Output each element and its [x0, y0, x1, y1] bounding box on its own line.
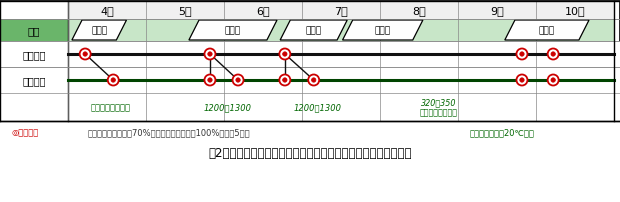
- Circle shape: [547, 49, 559, 60]
- Circle shape: [551, 53, 556, 57]
- Circle shape: [308, 75, 319, 86]
- Text: 6月: 6月: [256, 6, 270, 16]
- Bar: [68, 2, 614, 20]
- Text: 二番茶: 二番茶: [225, 26, 241, 35]
- Circle shape: [208, 53, 212, 57]
- Bar: [0, 94, 620, 121]
- Polygon shape: [280, 21, 347, 41]
- Polygon shape: [72, 21, 126, 41]
- Text: 5月: 5月: [178, 6, 192, 16]
- Circle shape: [205, 75, 216, 86]
- Circle shape: [111, 78, 115, 83]
- Text: 茶期: 茶期: [28, 26, 40, 36]
- Text: 慣行摘採: 慣行摘採: [22, 50, 46, 60]
- Circle shape: [205, 49, 216, 60]
- Circle shape: [520, 78, 524, 83]
- Text: 10月: 10月: [565, 6, 585, 16]
- Text: 320～350
（有効積算温度）: 320～350 （有効積算温度）: [420, 98, 458, 117]
- Text: 極遅摘み: 極遅摘み: [22, 76, 46, 86]
- Circle shape: [520, 53, 524, 57]
- Circle shape: [83, 53, 87, 57]
- Bar: [0, 2, 620, 121]
- Circle shape: [283, 53, 287, 57]
- Text: 秋冬番: 秋冬番: [539, 26, 555, 35]
- Text: 1200～1300: 1200～1300: [294, 103, 342, 112]
- Circle shape: [232, 75, 244, 86]
- Circle shape: [280, 75, 290, 86]
- Circle shape: [280, 49, 290, 60]
- Text: ◎：摘採期: ◎：摘採期: [12, 128, 39, 137]
- Text: 慣行摘採：出開き度70%、極遅摘み：出開度100%から絉5日後: 慣行摘採：出開き度70%、極遅摘み：出開度100%から絉5日後: [88, 128, 250, 137]
- Bar: [0, 20, 68, 42]
- Bar: [0, 68, 620, 94]
- Circle shape: [108, 75, 119, 86]
- Polygon shape: [505, 21, 589, 41]
- Circle shape: [311, 78, 316, 83]
- Text: 四番茶: 四番茶: [374, 26, 391, 35]
- Circle shape: [551, 78, 556, 83]
- Text: 図2　暖地早場地帯における「べにふうき」緑茶の年間摘採体系: 図2 暖地早場地帯における「べにふうき」緑茶の年間摘採体系: [208, 147, 412, 160]
- Text: 9月: 9月: [490, 6, 504, 16]
- Circle shape: [283, 78, 287, 83]
- Text: 有効積算温度：20℃以上: 有効積算温度：20℃以上: [470, 128, 535, 137]
- Text: 8月: 8月: [412, 6, 426, 16]
- Circle shape: [208, 78, 212, 83]
- Bar: [0, 42, 620, 68]
- Polygon shape: [343, 21, 423, 41]
- Text: 7月: 7月: [334, 6, 348, 16]
- Polygon shape: [189, 21, 277, 41]
- Text: 一番茶: 一番茶: [91, 26, 107, 35]
- Circle shape: [516, 75, 528, 86]
- Text: 積算温度（日度）: 積算温度（日度）: [91, 103, 131, 112]
- Circle shape: [79, 49, 91, 60]
- Circle shape: [547, 75, 559, 86]
- Bar: [68, 20, 614, 42]
- Text: 1200～1300: 1200～1300: [204, 103, 252, 112]
- Text: 4月: 4月: [100, 6, 114, 16]
- Circle shape: [516, 49, 528, 60]
- Circle shape: [236, 78, 240, 83]
- Text: 三番茶: 三番茶: [306, 26, 322, 35]
